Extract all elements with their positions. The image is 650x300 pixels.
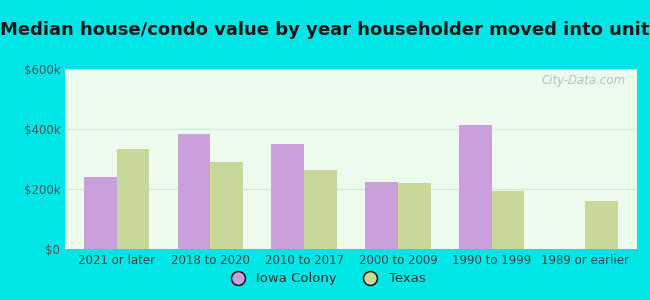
Legend: Iowa Colony, Texas: Iowa Colony, Texas: [220, 267, 430, 290]
Bar: [459, 124, 491, 249]
Bar: [398, 183, 431, 249]
Bar: [365, 182, 398, 249]
Bar: [211, 162, 243, 249]
Bar: [271, 144, 304, 249]
Bar: [116, 148, 150, 249]
Bar: [586, 201, 618, 249]
Text: City-Data.com: City-Data.com: [541, 74, 625, 87]
Text: Median house/condo value by year householder moved into unit: Median house/condo value by year househo…: [0, 21, 650, 39]
Bar: [304, 169, 337, 249]
Bar: [491, 190, 525, 249]
Bar: [177, 134, 211, 249]
Bar: [84, 177, 116, 249]
